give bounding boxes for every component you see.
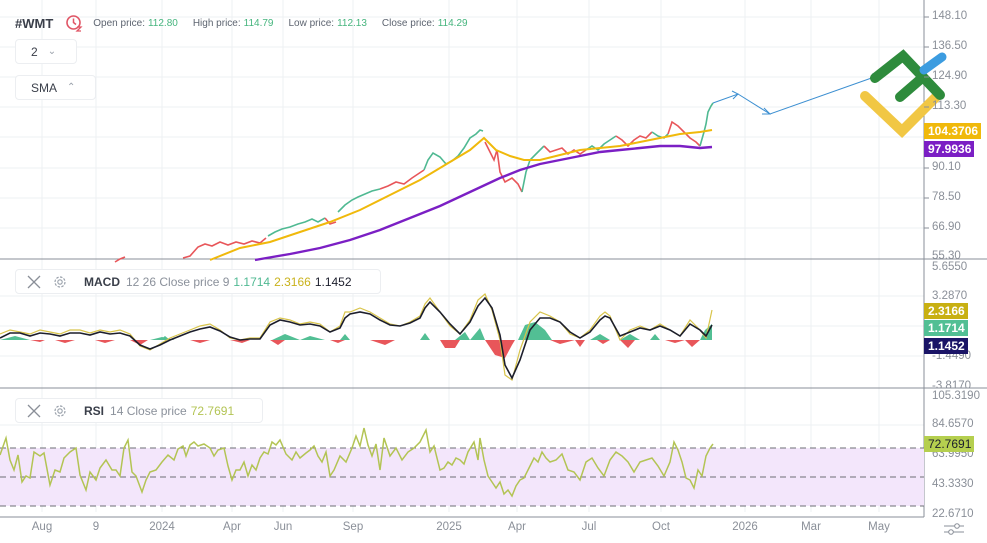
sma-slow-line bbox=[254, 144, 713, 262]
chevron-down-icon: ⌄ bbox=[47, 46, 57, 57]
x-axis-label: Apr bbox=[223, 521, 241, 533]
price-tick: 55.30 bbox=[932, 250, 961, 259]
rsi-legend: RSI 14 Close price 72.7691 bbox=[15, 398, 263, 423]
interval-value: 2 bbox=[31, 44, 38, 59]
symbol-header: #WMT Open price: 112.80 High price: 114.… bbox=[15, 14, 483, 32]
x-axis-label: Jun bbox=[273, 521, 293, 533]
macd-value: 1.1714 bbox=[233, 274, 271, 289]
forecast-arrows bbox=[712, 73, 882, 115]
price-tick: 113.30 bbox=[932, 100, 967, 112]
rsi-tick: 84.6570 bbox=[932, 418, 974, 430]
open-price-label: Open price: bbox=[93, 17, 145, 29]
macd-line-badge: 1.1714 bbox=[924, 320, 968, 336]
x-axis-label: Jul bbox=[581, 521, 597, 533]
sliders-icon[interactable] bbox=[942, 520, 966, 538]
macd-legend: MACD 12 26 Close price 9 1.1714 2.3166 1… bbox=[15, 269, 381, 294]
x-axis-label: Apr bbox=[508, 521, 526, 533]
price-tick: 78.50 bbox=[932, 191, 961, 203]
rsi-tick: 22.6710 bbox=[932, 508, 974, 517]
rsi-line bbox=[0, 427, 714, 498]
price-tick: 124.90 bbox=[932, 70, 968, 82]
macd-signal-badge: 2.3166 bbox=[924, 303, 968, 319]
rsi-tick: 43.3330 bbox=[932, 478, 974, 490]
symbol-name[interactable]: #WMT bbox=[15, 15, 54, 31]
macd-name: MACD bbox=[84, 274, 120, 289]
sma-slow-badge: 97.9936 bbox=[924, 141, 975, 157]
price-tick: 66.90 bbox=[932, 221, 961, 233]
macd-signal-value: 2.3166 bbox=[274, 274, 311, 289]
close-price-label: Close price: bbox=[381, 17, 435, 29]
x-axis-label: 2024 bbox=[149, 521, 175, 533]
macd-signal-line bbox=[0, 293, 713, 381]
price-tick: 148.10 bbox=[932, 10, 968, 22]
macd-histogram bbox=[0, 322, 712, 358]
x-axis-label: May bbox=[868, 521, 890, 533]
rsi-value: 72.7691 bbox=[190, 403, 235, 418]
sma-fast-line bbox=[209, 129, 713, 261]
grid-lines bbox=[0, 0, 924, 512]
low-price-value: 112.13 bbox=[337, 17, 367, 29]
macd-line bbox=[0, 296, 713, 380]
x-axis-label: 9 bbox=[92, 521, 100, 533]
price-tick: 136.50 bbox=[932, 40, 968, 52]
interval-dropdown[interactable]: 2 ⌄ bbox=[15, 39, 77, 64]
gear-icon[interactable] bbox=[52, 403, 68, 419]
macd-tick: -3.8170 bbox=[932, 380, 972, 388]
macd-params: 12 26 Close price 9 bbox=[126, 274, 230, 289]
macd-tick: 3.2870 bbox=[932, 290, 968, 302]
high-price-value: 114.79 bbox=[243, 17, 274, 29]
close-icon[interactable] bbox=[26, 403, 42, 419]
x-axis-label: Mar bbox=[801, 521, 821, 533]
x-axis-label: 2026 bbox=[732, 521, 758, 533]
macd-tick: 5.6550 bbox=[932, 261, 968, 273]
sma-label: SMA bbox=[31, 80, 58, 95]
x-axis-label: Oct bbox=[652, 521, 670, 533]
rsi-badge: 72.7691 bbox=[924, 436, 975, 452]
macd-hist-badge: 1.1452 bbox=[924, 338, 968, 354]
rsi-tick: 105.3190 bbox=[932, 390, 980, 402]
x-axis-label: 2025 bbox=[436, 521, 462, 533]
gear-icon[interactable] bbox=[52, 274, 68, 290]
x-axis-label: Aug bbox=[31, 521, 53, 533]
rsi-params: 14 Close price bbox=[110, 403, 187, 418]
clock-icon[interactable] bbox=[65, 14, 83, 32]
sma-indicator-toggle[interactable]: SMA ⌃ bbox=[15, 75, 96, 100]
price-tick: 90.10 bbox=[932, 161, 961, 173]
open-price-value: 112.80 bbox=[147, 17, 178, 29]
macd-hist-value: 1.1452 bbox=[314, 274, 352, 289]
close-icon[interactable] bbox=[26, 274, 42, 290]
close-price-value: 114.29 bbox=[437, 17, 468, 29]
high-price-label: High price: bbox=[192, 17, 241, 29]
chevron-up-icon: ⌃ bbox=[67, 82, 76, 93]
sma-fast-badge: 104.3706 bbox=[924, 123, 982, 139]
x-axis-label: Sep bbox=[342, 521, 364, 533]
low-price-label: Low price: bbox=[288, 17, 335, 29]
rsi-name: RSI bbox=[84, 403, 105, 418]
brand-logo-icon bbox=[860, 49, 947, 138]
